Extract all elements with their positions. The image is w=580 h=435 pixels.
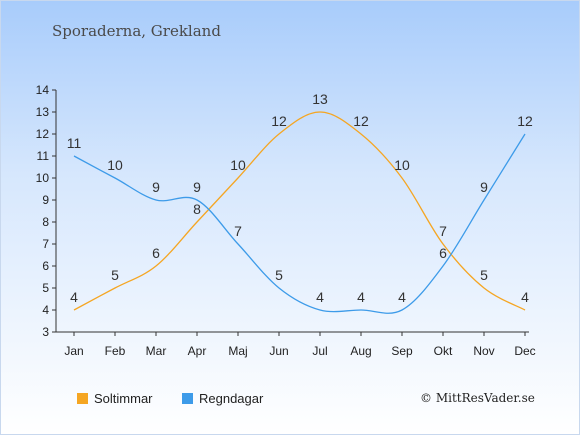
y-tick-label: 11: [37, 149, 50, 163]
data-label-regndagar: 9: [152, 179, 160, 195]
data-label-soltimmar: 5: [480, 267, 488, 283]
data-label-soltimmar: 5: [111, 267, 119, 283]
data-label-soltimmar: 12: [271, 113, 287, 129]
data-label-regndagar: 6: [439, 245, 447, 261]
x-tick-label: Jan: [64, 344, 83, 358]
legend-item-soltimmar: Soltimmar: [77, 391, 153, 406]
x-tick-label: Nov: [473, 344, 494, 358]
legend-label-regndagar: Regndagar: [199, 391, 264, 406]
chart-title: Sporaderna, Grekland: [52, 22, 221, 40]
x-tick-label: Okt: [434, 344, 453, 358]
y-tick-label: 5: [42, 281, 49, 295]
x-tick-label: Apr: [188, 344, 207, 358]
y-tick-label: 9: [42, 193, 49, 207]
y-tick-label: 3: [42, 325, 49, 339]
data-label-soltimmar: 12: [353, 113, 369, 129]
legend-label-soltimmar: Soltimmar: [94, 391, 153, 406]
axes: 3 4 5 6 7 8 9 10 11 12 13 14 Jan Feb Mar Apr Maj Jun Jul Au…: [36, 83, 536, 358]
y-tick-label: 8: [42, 215, 49, 229]
data-label-regndagar: 10: [107, 157, 123, 173]
data-label-regndagar: 4: [357, 289, 365, 305]
y-tick-label: 10: [36, 171, 50, 185]
series-line-soltimmar: [73, 111, 526, 311]
data-label-regndagar: 4: [398, 289, 406, 305]
data-labels: 4 5 6 8 10 12 13 12 10 7 5 4 11 10 9 9 7 5 4 4 4 6 9 12: [67, 91, 533, 305]
data-label-soltimmar: 4: [521, 289, 529, 305]
x-tick-label: Maj: [228, 344, 247, 358]
data-label-soltimmar: 7: [439, 223, 447, 239]
data-label-regndagar: 9: [193, 179, 201, 195]
x-tick-label: Dec: [514, 344, 535, 358]
legend-swatch-soltimmar: [77, 393, 88, 404]
x-tick-label: Sep: [391, 344, 413, 358]
y-tick-label: 14: [36, 83, 50, 97]
y-tick-label: 6: [42, 259, 49, 273]
x-tick-label: Feb: [105, 344, 126, 358]
legend-swatch-regndagar: [182, 393, 193, 404]
credit-link[interactable]: © MittResVader.se: [420, 391, 535, 405]
series-lines: [73, 111, 526, 314]
data-label-soltimmar: 10: [394, 157, 410, 173]
y-tick-label: 13: [36, 105, 50, 119]
data-label-regndagar: 7: [234, 223, 242, 239]
data-label-regndagar: 4: [316, 289, 324, 305]
data-label-soltimmar: 6: [152, 245, 160, 261]
data-label-regndagar: 11: [67, 135, 82, 151]
y-tick-label: 12: [36, 127, 50, 141]
x-tick-label: Jul: [312, 344, 327, 358]
y-tick-label: 4: [42, 303, 49, 317]
data-label-soltimmar: 10: [230, 157, 246, 173]
data-label-regndagar: 12: [517, 113, 533, 129]
series-line-regndagar: [73, 133, 526, 314]
x-tick-label: Aug: [350, 344, 371, 358]
y-tick-label: 7: [42, 237, 49, 251]
data-label-soltimmar: 13: [312, 91, 328, 107]
data-label-soltimmar: 4: [70, 289, 78, 305]
data-label-regndagar: 9: [480, 179, 488, 195]
data-label-soltimmar: 8: [193, 201, 201, 217]
x-tick-label: Jun: [269, 344, 288, 358]
legend-item-regndagar: Regndagar: [182, 391, 263, 406]
x-tick-label: Mar: [146, 344, 167, 358]
data-label-regndagar: 5: [275, 267, 283, 283]
